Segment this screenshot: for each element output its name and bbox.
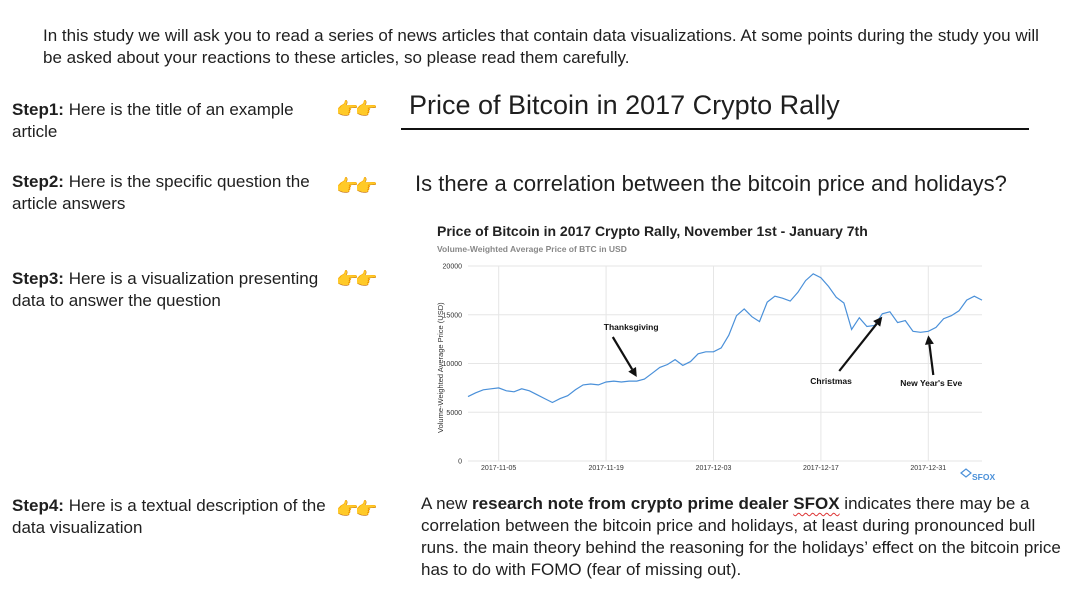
article-question: Is there a correlation between the bitco… <box>415 171 1007 196</box>
chart-subtitle: Volume-Weighted Average Price of BTC in … <box>437 244 627 254</box>
pointing-hands-icon: 👉👉 <box>336 99 378 119</box>
description-bold-source: research note from crypto prime dealer <box>472 494 794 513</box>
x-tick-label: 2017-12-31 <box>910 465 946 472</box>
pointing-hands-icon: 👉👉 <box>336 176 378 196</box>
annotation-arrowhead <box>873 316 883 327</box>
step1-text: Step1: Here is the title of an example a… <box>12 99 332 143</box>
x-tick-label: 2017-11-05 <box>481 465 516 472</box>
annotation-label: Thanksgiving <box>604 322 659 332</box>
x-tick-label: 2017-12-03 <box>696 465 732 472</box>
annotation-arrow <box>928 344 935 376</box>
step2-text: Step2: Here is the specific question the… <box>12 171 322 215</box>
step4-description: Here is a textual description of the dat… <box>12 496 326 537</box>
step1-label: Step1: <box>12 100 64 119</box>
description-body: indicates there may be a correlation bet… <box>421 494 1061 579</box>
annotation-arrowhead <box>924 335 934 345</box>
step3-text: Step3: Here is a visualization presentin… <box>12 268 342 312</box>
step2-description: Here is the specific question the articl… <box>12 172 310 213</box>
x-tick-label: 2017-12-17 <box>803 465 839 472</box>
y-tick-label: 10000 <box>443 361 463 368</box>
step1-description: Here is the title of an example article <box>12 100 294 141</box>
title-divider <box>401 128 1029 130</box>
intro-text: In this study we will ask you to read a … <box>43 26 1039 67</box>
series-line-btc-price <box>467 273 983 404</box>
bitcoin-price-chart: Price of Bitcoin in 2017 Crypto Rally, N… <box>436 223 995 482</box>
pointing-hands-icon: 👉👉 <box>336 269 378 289</box>
sfox-logo: SFOX <box>960 468 995 482</box>
chart-title: Price of Bitcoin in 2017 Crypto Rally, N… <box>437 223 868 239</box>
annotation-label: New Year's Eve <box>900 378 962 388</box>
annotation-arrowhead <box>628 367 637 378</box>
step4-label: Step4: <box>12 496 64 515</box>
description-intro: A new <box>421 494 473 513</box>
y-tick-label: 5000 <box>446 410 462 417</box>
article-title: Price of Bitcoin in 2017 Crypto Rally <box>409 90 840 120</box>
step2-label: Step2: <box>12 172 64 191</box>
y-tick-label: 15000 <box>443 312 463 319</box>
sfox-logo-mark-icon <box>960 468 972 478</box>
article-description: A new research note from crypto prime de… <box>421 493 1061 581</box>
annotation-arrow <box>838 323 878 372</box>
sfox-logo-text: SFOX <box>972 472 995 482</box>
step3-label: Step3: <box>12 269 64 288</box>
chart-y-axis-label: Volume-Weighted Average Price (USD) <box>436 302 445 433</box>
pointing-hands-icon: 👉👉 <box>336 499 378 519</box>
step4-text: Step4: Here is a textual description of … <box>12 495 332 539</box>
annotation-arrow <box>611 336 634 370</box>
x-tick-label: 2017-11-19 <box>588 465 623 472</box>
y-tick-label: 0 <box>458 459 462 466</box>
annotation-label: Christmas <box>810 376 852 386</box>
step3-description: Here is a visualization presenting data … <box>12 269 319 310</box>
description-bold-sfox: SFOX <box>793 494 840 513</box>
y-tick-label: 20000 <box>443 264 463 271</box>
